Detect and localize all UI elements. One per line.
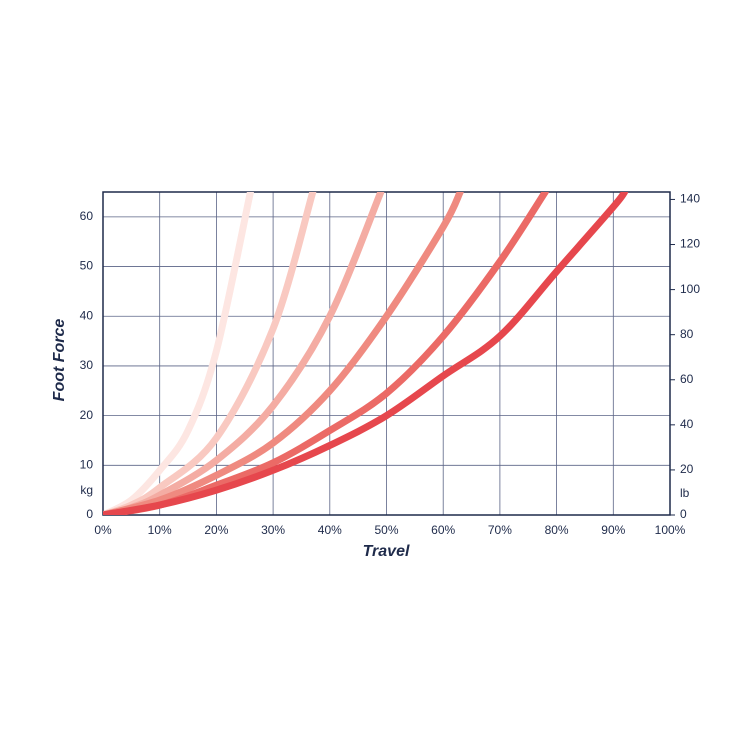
y-tick-label: 60	[80, 209, 94, 223]
curve	[103, 192, 464, 515]
y-tick-label: 10	[80, 457, 94, 471]
y2-tick-label: 40	[680, 417, 694, 431]
x-tick-label: 30%	[261, 523, 285, 537]
y2-tick-label: 20	[680, 462, 694, 476]
y2-unit: lb	[680, 486, 690, 500]
y2-tick-label: 60	[680, 372, 694, 386]
x-tick-label: 60%	[431, 523, 455, 537]
y2-tick-label: 80	[680, 327, 694, 341]
y-axis-title: Foot Force	[51, 319, 68, 402]
y2-tick-label: 100	[680, 282, 700, 296]
x-tick-label: 90%	[601, 523, 625, 537]
y-tick-label: 0	[86, 507, 93, 521]
y-tick-label: 20	[80, 408, 94, 422]
y2-tick-label: 120	[680, 237, 700, 251]
x-tick-label: 10%	[148, 523, 172, 537]
y2-tick-label: 140	[680, 192, 700, 206]
x-tick-label: 50%	[374, 523, 398, 537]
y2-tick-label: 0	[680, 507, 687, 521]
x-tick-label: 20%	[204, 523, 228, 537]
y-tick-label: 50	[80, 259, 94, 273]
x-tick-label: 100%	[655, 523, 686, 537]
y-unit: kg	[80, 483, 93, 497]
curve	[103, 192, 254, 515]
x-tick-label: 70%	[488, 523, 512, 537]
y-tick-label: 30	[80, 358, 94, 372]
x-tick-label: 80%	[545, 523, 569, 537]
x-axis-title: Travel	[363, 543, 410, 560]
x-tick-label: 0%	[94, 523, 112, 537]
x-tick-label: 40%	[318, 523, 342, 537]
curve	[103, 192, 629, 515]
plot-frame	[102, 191, 671, 516]
y-tick-label: 40	[80, 308, 94, 322]
